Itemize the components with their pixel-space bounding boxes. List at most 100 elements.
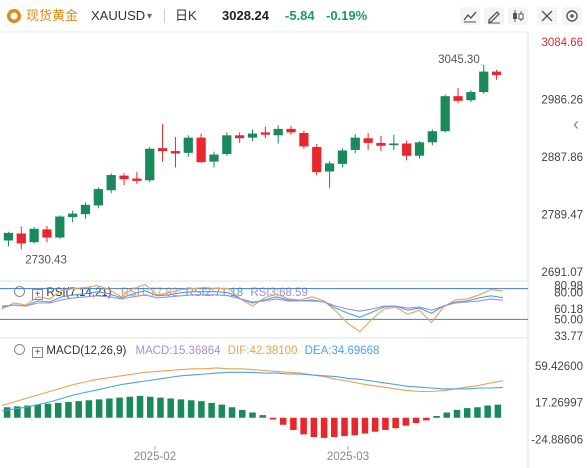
macd-histogram-bar [423,417,430,421]
macd-histogram-bar [44,403,52,418]
macd-histogram-bar [54,402,62,418]
macd-histogram-bar [24,405,31,418]
candle-body [466,92,476,101]
macd-histogram-bar [269,417,277,420]
macd-histogram-bar [402,417,410,426]
candle-body [402,143,412,156]
macd-histogram-bar [65,402,72,418]
candle-icon[interactable] [508,7,528,25]
rsi-tick-label: 33.77 [554,331,583,343]
macd-chart [1,367,504,438]
logo-icon[interactable] [6,8,22,28]
macd-histogram-bar [75,401,82,418]
macd-histogram-bar [34,404,42,418]
pen-icon[interactable] [484,7,504,25]
candle-body [247,133,258,138]
macd-histogram-bar [494,404,502,418]
macd-histogram-bar [474,407,481,418]
macd-tick-label: -24.88606 [531,435,583,447]
rsi-tick-label: 80.98 [554,281,583,293]
candle-body [16,233,26,244]
macd-histogram-bar [259,415,266,418]
price-change: -5.84 [285,8,315,23]
collapse-panel-icon[interactable]: ‹ [573,114,579,134]
candle-body [132,178,142,181]
macd-histogram-bar [208,402,215,418]
macd-histogram-bar [167,398,174,418]
eye-icon[interactable] [14,286,25,297]
rsi-series-line [1,294,504,312]
dea-legend: DEA:34.69668 [304,345,380,357]
rsi-series-line [1,283,504,333]
candle-body [363,138,373,143]
dif-legend: DIF:42.38100 [227,345,298,357]
rsi-series-line [1,290,504,318]
candle-body [479,71,489,93]
candle-body [183,137,193,153]
candle-body [145,148,155,181]
macd-legend: MACD:15.36864 [135,345,221,357]
candle-body [55,216,65,238]
macd-histogram-bar [279,417,287,425]
candle-body [196,137,206,163]
candle-body [3,232,14,241]
candle-body [427,131,437,143]
macd-histogram-bar [218,404,226,418]
macd-histogram-bar [320,417,328,438]
dropdown-icon[interactable]: ▾ [147,11,153,22]
candle-body [222,135,232,154]
candle-body [350,137,360,150]
macd-histogram-bar [14,406,21,418]
candle-body [337,150,348,164]
expand-icon[interactable] [537,7,557,25]
settings-icon[interactable] [562,7,582,25]
macd-histogram-bar [239,409,246,418]
line-icon[interactable] [460,7,480,25]
macd-histogram-bar [392,417,399,429]
macd-histogram-bar [341,417,348,437]
symbol-label[interactable]: XAUUSD [91,8,146,23]
macd-series-line [1,371,504,412]
rsi-chart [0,283,528,333]
macd-title: MACD(12,26,9) [46,345,127,357]
macd-histogram-bar [443,412,451,418]
macd-histogram-bar [136,395,144,418]
last-price: 3028.24 [222,8,269,23]
candle-body [170,151,181,154]
candle-body [491,71,502,75]
expand-macd-icon[interactable]: + [32,347,44,358]
macd-histogram-bar [463,408,471,418]
rsi-header: + RSI(7,14,21) RSI1:77.82 RSI2:71.18 RSI… [14,286,308,300]
price-tick-label: 2789.47 [541,209,583,221]
price-tick-label: 2691.07 [541,267,583,279]
candle-body [389,143,399,146]
macd-histogram-bar [453,409,461,418]
candle-body [414,142,425,156]
macd-tick-label: 17.26997 [535,398,583,410]
candle-body [260,132,270,135]
macd-histogram-bar [361,417,369,434]
candle-body [93,189,103,206]
rsi-tick-label: 50.00 [554,314,583,326]
candle-body [42,229,52,238]
instrument-name[interactable]: 现货黄金 [26,8,79,23]
rsi-tick-label: 60.18 [554,304,583,316]
axis-labels: 3084.66 2986.26 2887.86 2789.47 2691.07 80.98… [134,37,583,463]
price-tick-label: 3084.66 [541,37,583,49]
price-tick-label: 2887.86 [541,152,583,164]
candle-body [376,142,386,146]
candle-body [286,128,296,133]
low-annotation: 2730.43 [25,254,67,266]
timeframe-selector[interactable]: 日K [175,8,197,23]
candle-body [440,96,450,132]
expand-rsi-icon[interactable]: + [32,289,44,300]
eye-icon[interactable] [14,344,25,355]
macd-histogram-bar [95,399,103,418]
macd-histogram-bar [177,399,185,418]
candle-body [157,148,168,152]
macd-histogram-bar [484,405,491,418]
candle-body [68,213,78,218]
macd-histogram-bar [146,396,154,418]
macd-histogram-bar [433,416,440,418]
candle-body [209,154,219,162]
